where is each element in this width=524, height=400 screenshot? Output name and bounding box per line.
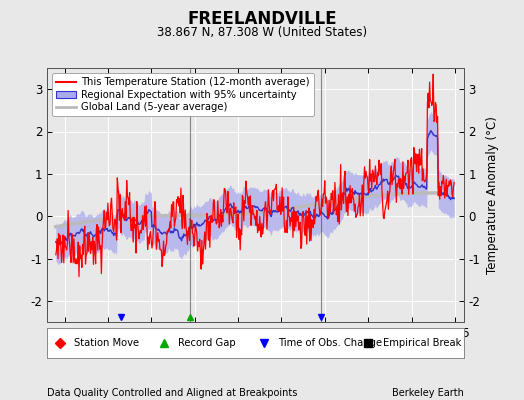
Text: Berkeley Earth: Berkeley Earth <box>392 388 464 398</box>
Legend: This Temperature Station (12-month average), Regional Expectation with 95% uncer: This Temperature Station (12-month avera… <box>52 73 314 116</box>
Text: Time of Obs. Change: Time of Obs. Change <box>278 338 383 348</box>
Text: Empirical Break: Empirical Break <box>383 338 461 348</box>
Text: 38.867 N, 87.308 W (United States): 38.867 N, 87.308 W (United States) <box>157 26 367 39</box>
Text: FREELANDVILLE: FREELANDVILLE <box>187 10 337 28</box>
Text: Data Quality Controlled and Aligned at Breakpoints: Data Quality Controlled and Aligned at B… <box>47 388 298 398</box>
Y-axis label: Temperature Anomaly (°C): Temperature Anomaly (°C) <box>486 116 499 274</box>
Text: Record Gap: Record Gap <box>178 338 236 348</box>
Text: Station Move: Station Move <box>74 338 139 348</box>
